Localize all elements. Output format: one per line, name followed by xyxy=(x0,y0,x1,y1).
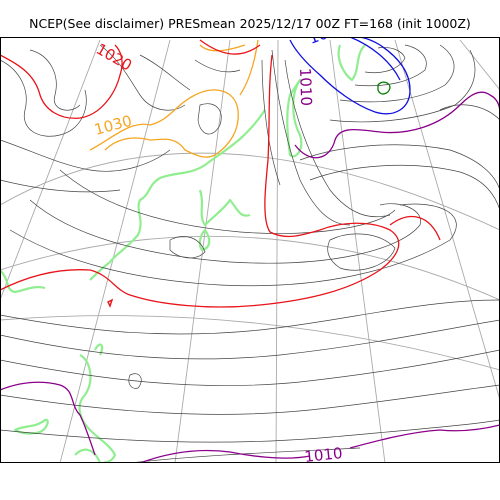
high-center-mark xyxy=(107,298,114,308)
isobar-1030 xyxy=(89,39,259,158)
label-1010-bottom: 1010 xyxy=(304,444,344,466)
map-title: NCEP(See disclaimer) PRESmean 2025/12/17… xyxy=(29,16,471,31)
isobar-1010 xyxy=(0,91,500,463)
coastlines xyxy=(0,44,366,463)
label-1020: 1020 xyxy=(93,40,135,75)
isobars xyxy=(0,44,500,463)
isobar-1020 xyxy=(0,39,441,308)
low-center xyxy=(377,81,391,95)
label-1010-top: 1010 xyxy=(296,68,315,107)
label-10-partial: 10 xyxy=(306,24,330,47)
isobar-1000 xyxy=(289,37,411,115)
graticule xyxy=(0,39,500,463)
label-1030: 1030 xyxy=(92,112,134,139)
